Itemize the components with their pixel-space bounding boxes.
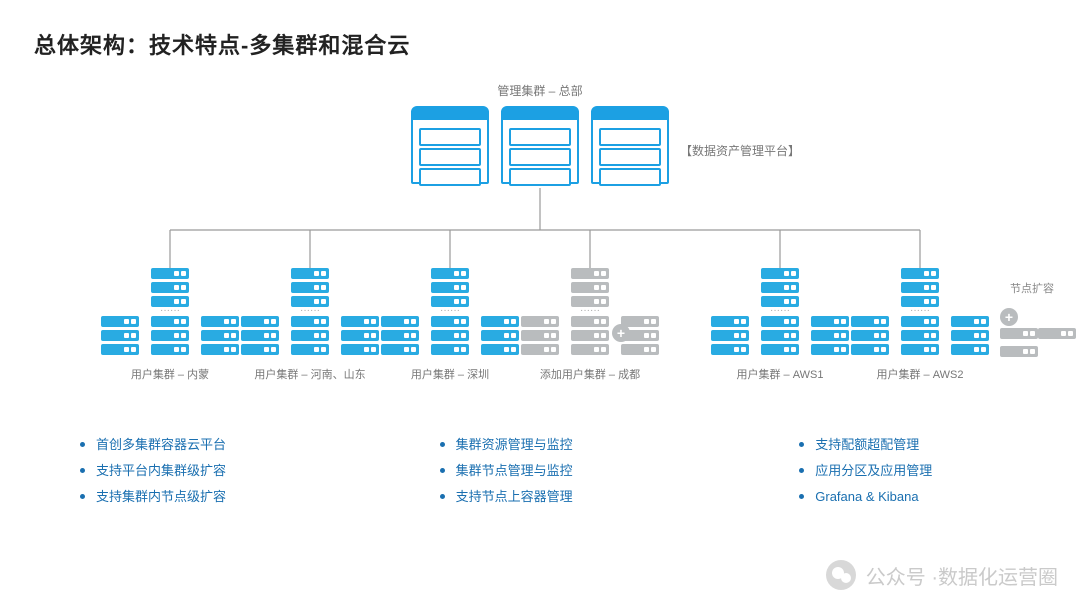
extension-label: 节点扩容: [1010, 280, 1054, 296]
plus-icon: +: [612, 324, 630, 342]
rack-icon: [431, 316, 469, 358]
rack-icon: [711, 316, 749, 358]
cluster-label: 添加用户集群 – 成都: [520, 366, 660, 382]
rack-icon: [761, 316, 799, 358]
feature-columns: 首创多集群容器云平台支持平台内集群级扩容支持集群内节点级扩容 集群资源管理与监控…: [0, 432, 1080, 510]
rack-icon: [481, 316, 519, 358]
rack-icon: [151, 316, 189, 358]
plus-icon: +: [1000, 308, 1018, 326]
cluster-row: ······ 用户集群 – 内蒙 ······ 用户集群 – 河南、山东 ···…: [0, 268, 1080, 428]
extension-icons: +: [1000, 308, 1080, 362]
rack-icon: [571, 316, 609, 358]
cluster-node: ······ + 添加用户集群 – 成都: [520, 268, 660, 382]
page-title: 总体架构：技术特点-多集群和混合云: [34, 28, 410, 60]
server-icon: [411, 106, 489, 184]
feature-item: 集群资源管理与监控: [440, 432, 720, 458]
hq-server-group: [0, 106, 1080, 189]
connection-lines: [0, 188, 1080, 272]
watermark: 公众号 · 数据化运营圈: [826, 560, 1058, 590]
architecture-diagram: 管理集群 – 总部 【数据资产管理平台】 ······ 用户集群 – 内蒙 ··…: [0, 82, 1080, 402]
feature-item: 首创多集群容器云平台: [80, 432, 360, 458]
watermark-prefix: 公众号 ·: [866, 561, 938, 590]
feature-item: 支持节点上容器管理: [440, 484, 720, 510]
rack-icon: [381, 316, 419, 358]
feature-item: 集群节点管理与监控: [440, 458, 720, 484]
feature-col-1: 首创多集群容器云平台支持平台内集群级扩容支持集群内节点级扩容: [0, 432, 360, 510]
cluster-node: ······ 用户集群 – 河南、山东: [240, 268, 380, 382]
wechat-icon: [826, 560, 856, 590]
cluster-node: ······ 用户集群 – 深圳: [380, 268, 520, 382]
cluster-label: 用户集群 – 河南、山东: [240, 366, 380, 382]
rack-icon: [201, 316, 239, 358]
rack-icon: [101, 316, 139, 358]
feature-item: 支持平台内集群级扩容: [80, 458, 360, 484]
cluster-label: 用户集群 – 内蒙: [100, 366, 240, 382]
server-icon: [501, 106, 579, 184]
cluster-label: 用户集群 – 深圳: [380, 366, 520, 382]
rack-icon: [521, 316, 559, 358]
feature-col-3: 支持配额超配管理应用分区及应用管理Grafana & Kibana: [719, 432, 1079, 510]
rack-icon: [851, 316, 889, 358]
feature-item: 应用分区及应用管理: [799, 458, 1079, 484]
cluster-node: ······ 用户集群 – AWS2: [850, 268, 990, 382]
rack-icon: [291, 316, 329, 358]
cluster-label: 用户集群 – AWS1: [710, 366, 850, 382]
rack-icon: [241, 316, 279, 358]
watermark-name: 数据化运营圈: [938, 561, 1058, 590]
rack-icon: [811, 316, 849, 358]
hq-label: 管理集群 – 总部: [0, 82, 1080, 99]
feature-item: 支持配额超配管理: [799, 432, 1079, 458]
cluster-label: 用户集群 – AWS2: [850, 366, 990, 382]
feature-item: Grafana & Kibana: [799, 484, 1079, 510]
rack-icon: [341, 316, 379, 358]
cluster-node: ······ 用户集群 – 内蒙: [100, 268, 240, 382]
rack-icon: [901, 316, 939, 358]
server-icon: [591, 106, 669, 184]
rack-icon: [951, 316, 989, 358]
cluster-node: ······ 用户集群 – AWS1: [710, 268, 850, 382]
feature-item: 支持集群内节点级扩容: [80, 484, 360, 510]
feature-col-2: 集群资源管理与监控集群节点管理与监控支持节点上容器管理: [360, 432, 720, 510]
